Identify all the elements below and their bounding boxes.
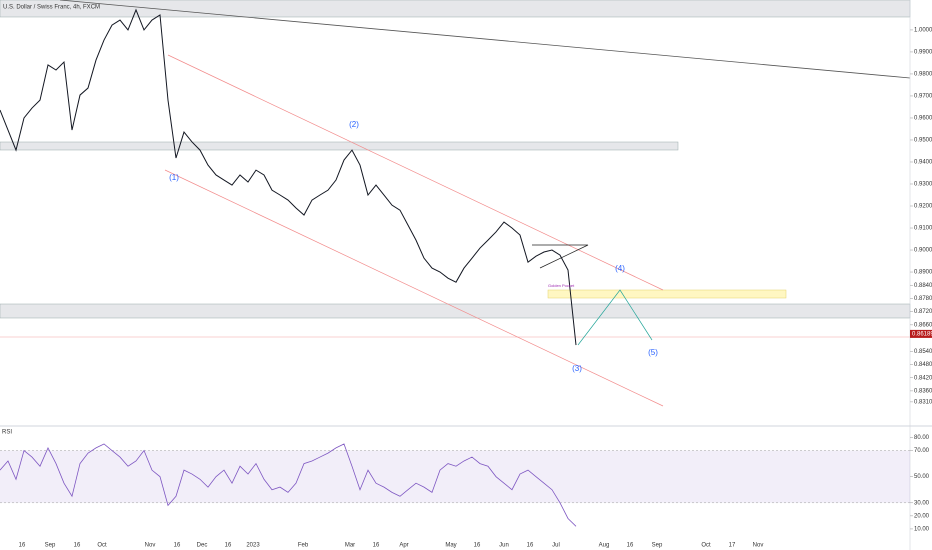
x-tick-label: Apr <box>399 543 408 549</box>
series-line <box>0 8 577 346</box>
x-tick-label: Feb <box>298 543 309 549</box>
x-tick-label: Sep <box>45 543 56 549</box>
y-tick-label: 10.00 <box>914 527 930 533</box>
triangle <box>532 244 589 269</box>
x-tick-label: 16 <box>527 543 534 549</box>
x-tick-label: Nov <box>145 543 156 549</box>
support-zone <box>0 303 911 319</box>
x-tick-label: Jun <box>499 543 509 549</box>
x-tick-label: May <box>445 543 456 549</box>
wave-label: (3) <box>572 364 582 373</box>
resistance-zone <box>0 0 911 18</box>
x-tick-label: 17 <box>729 543 736 549</box>
chart-title: U.S. Dollar / Swiss Franc, 4h, FXCM <box>3 5 100 11</box>
x-tick-label: 16 <box>373 543 380 549</box>
y-tick-label: 30.00 <box>914 500 930 506</box>
x-tick-label: Nov <box>753 543 764 549</box>
x-tick-label: 16 <box>19 543 26 549</box>
rsi-title: RSI <box>2 430 12 436</box>
x-tick-label: Jul <box>552 543 560 549</box>
y-tick-label: 20.00 <box>914 513 930 519</box>
support-zone <box>0 141 679 151</box>
x-tick-label: 16 <box>174 543 181 549</box>
wave-label: (2) <box>349 120 359 129</box>
rsi-band <box>0 450 910 503</box>
x-tick-label: 16 <box>627 543 634 549</box>
x-tick-label: 16 <box>474 543 481 549</box>
channel-upper <box>167 54 664 291</box>
projection <box>577 289 653 346</box>
y-tick-label: 70.00 <box>914 448 930 454</box>
wave-label: (4) <box>615 264 625 273</box>
y-tick-label: 80.00 <box>914 435 930 441</box>
series-line <box>0 443 577 527</box>
x-tick-label: Aug <box>599 543 610 549</box>
last-price-label: 0.86189 <box>912 331 932 337</box>
zone-label: Golden Pocket <box>548 283 575 288</box>
x-tick-label: Oct <box>97 543 107 549</box>
x-tick-label: Sep <box>652 543 663 549</box>
x-tick-label: 16 <box>225 543 232 549</box>
wave-label: (1) <box>169 173 179 182</box>
wave-label: (5) <box>648 348 658 357</box>
last-price-tag <box>910 329 932 338</box>
y-tick-label: 50.00 <box>914 474 930 480</box>
channel-lower <box>164 169 664 407</box>
trend-line <box>59 0 911 79</box>
x-tick-label: Dec <box>197 543 208 549</box>
x-tick-label: Oct <box>701 543 711 549</box>
x-tick-label: 16 <box>74 543 81 549</box>
x-tick-label: Mar <box>345 543 355 549</box>
golden-pocket-zone <box>547 289 787 299</box>
x-tick-label: 2023 <box>246 543 260 549</box>
